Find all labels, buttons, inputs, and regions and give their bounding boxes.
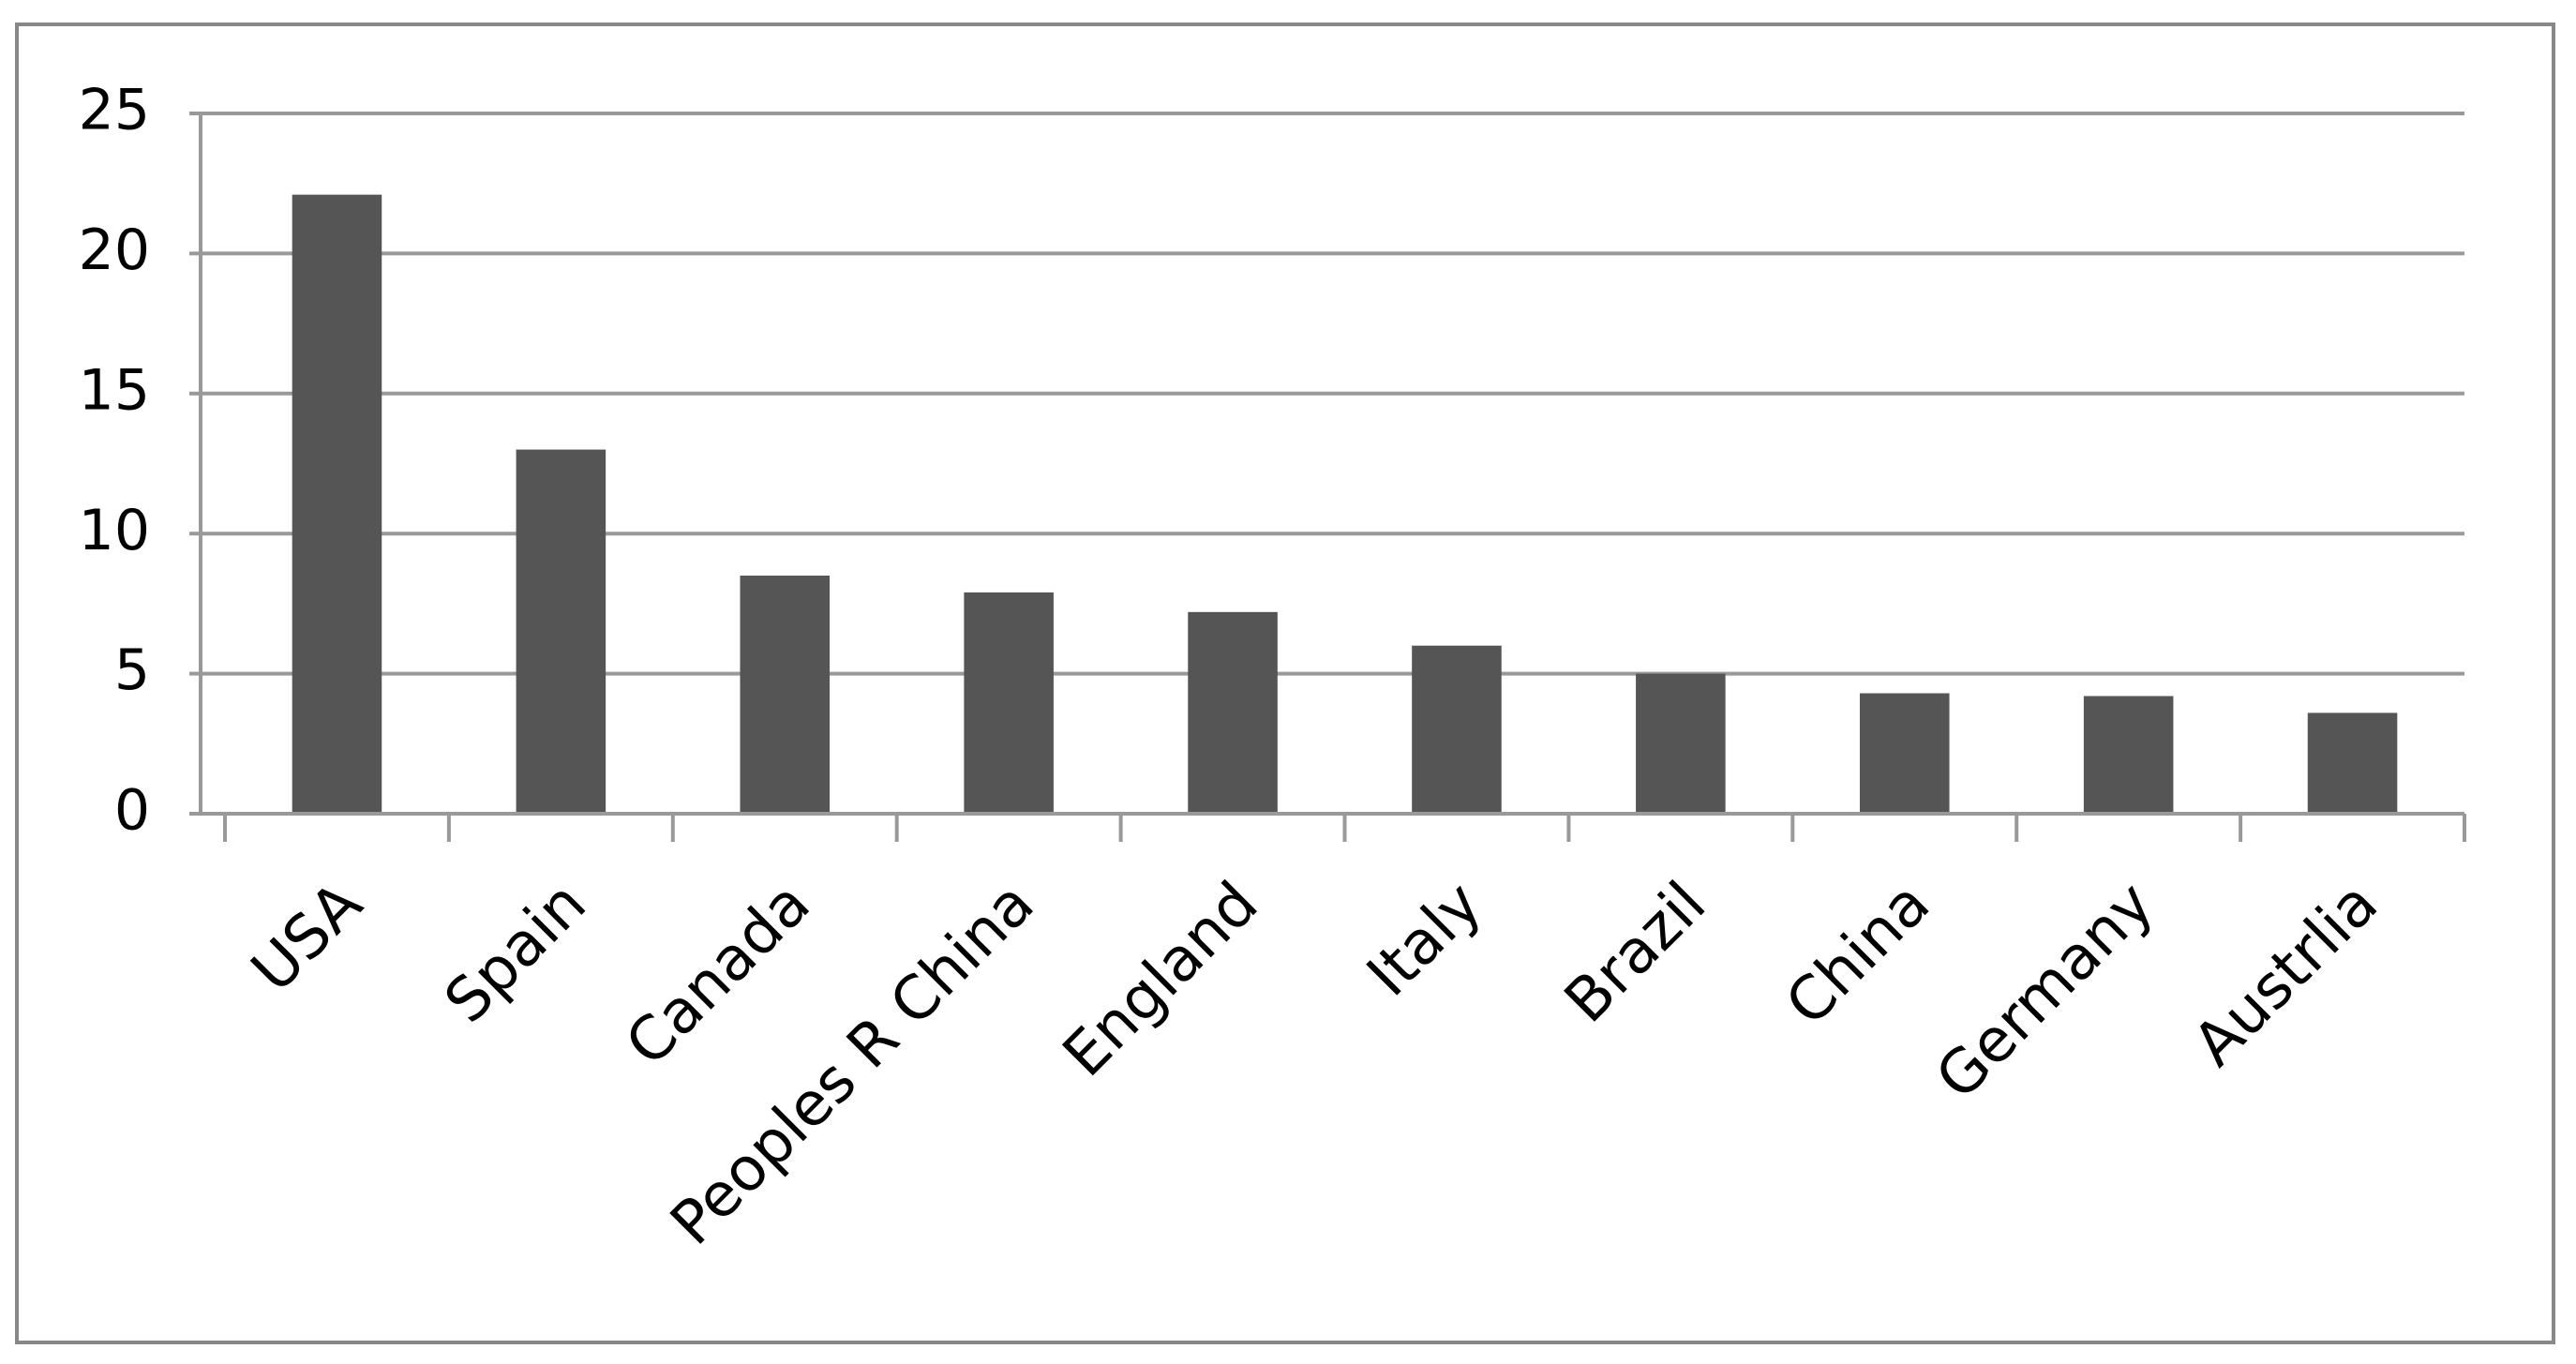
bar [292, 194, 382, 815]
bar [964, 592, 1054, 814]
bar [2083, 696, 2174, 814]
bar [1859, 693, 1950, 814]
bar [1412, 645, 1502, 814]
chart-frame [15, 22, 2555, 1344]
bar [516, 449, 607, 814]
bar [740, 576, 831, 814]
y-tick-label: 0 [114, 778, 150, 844]
y-tick-label: 25 [79, 78, 150, 143]
y-tick-label: 20 [79, 217, 150, 283]
bar [1188, 611, 1278, 814]
y-tick-label: 10 [79, 498, 150, 563]
y-tick-label: 5 [114, 637, 150, 703]
bar [2307, 712, 2398, 814]
y-tick-label: 15 [79, 357, 150, 423]
bar [1636, 673, 1726, 814]
